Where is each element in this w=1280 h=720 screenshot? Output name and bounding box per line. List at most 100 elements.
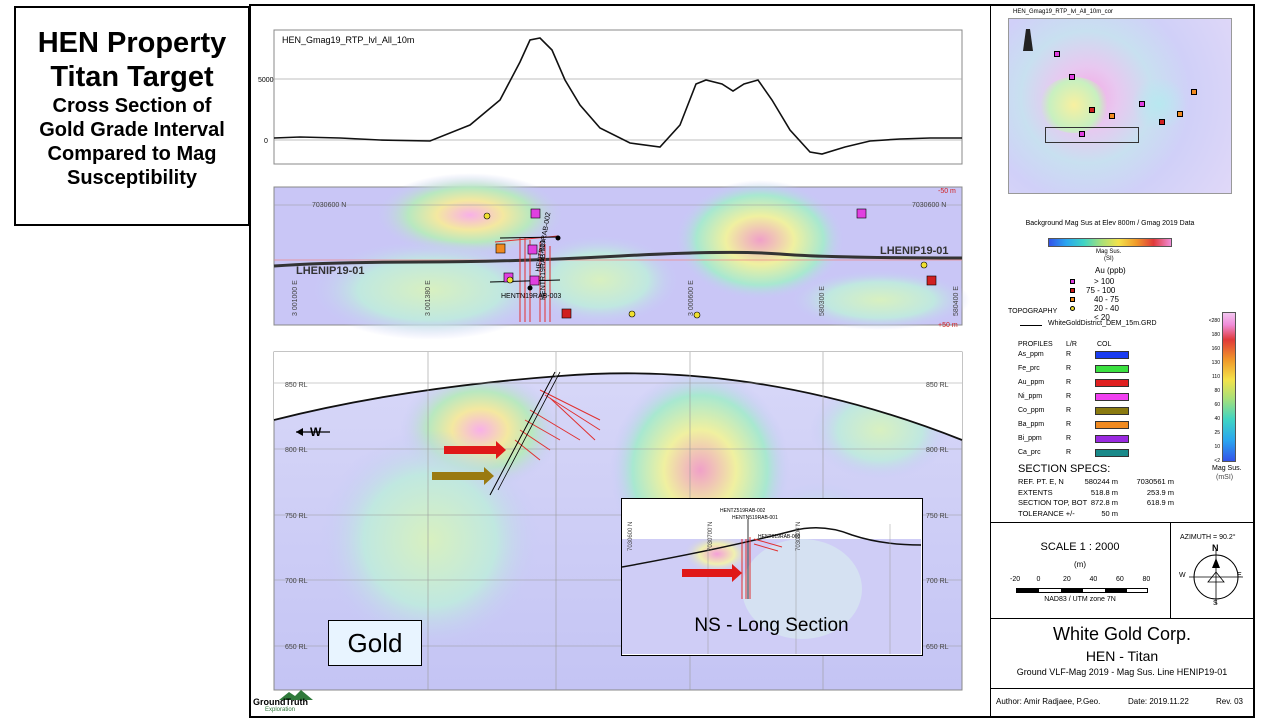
profile-legend-item: Au_ppm R bbox=[1018, 378, 1138, 388]
profile-name: As_ppm bbox=[1018, 351, 1044, 358]
profile-name: Bi_ppm bbox=[1018, 435, 1042, 442]
magnetic-profile-line bbox=[273, 37, 962, 155]
drill-trace bbox=[497, 371, 561, 491]
profiles-lr-header: L/R bbox=[1066, 341, 1077, 348]
au-legend-label: > 100 bbox=[1094, 277, 1115, 286]
west-arrow bbox=[296, 428, 303, 436]
rl-650-right: 650 RL bbox=[926, 644, 949, 651]
profile-legend-item: Fe_prc R bbox=[1018, 364, 1138, 374]
section-location-box bbox=[1045, 127, 1139, 143]
colorbar-tick: 80 bbox=[1214, 388, 1220, 394]
colorbar-tick: <2 bbox=[1214, 458, 1220, 464]
ns-long-section-inset: HENTZ519RAB-002 HENTN519RAB-001 HENT019R… bbox=[621, 498, 923, 656]
spec-value-2: 253.9 m bbox=[1146, 487, 1174, 497]
datum-label: NAD83 / UTM zone 7N bbox=[1044, 596, 1116, 603]
locator-sample bbox=[1177, 111, 1183, 117]
inset-drill-intervals bbox=[741, 537, 783, 599]
locator-sample bbox=[1139, 101, 1145, 107]
au-legend-label: 75 - 100 bbox=[1086, 286, 1116, 295]
profile-lr: R bbox=[1066, 435, 1072, 442]
direction-west-label: W bbox=[310, 425, 322, 439]
inset-hole-label-1: HENTZ519RAB-002 bbox=[720, 508, 766, 514]
profile-color-swatch bbox=[1095, 351, 1129, 359]
rl-700-left: 700 RL bbox=[285, 578, 308, 585]
divider bbox=[1170, 522, 1171, 618]
inset-drawing: HENTZ519RAB-002 HENTN519RAB-001 HENT019R… bbox=[622, 499, 921, 654]
profile-name: Au_ppm bbox=[1018, 379, 1045, 386]
legend-panel bbox=[990, 6, 1253, 716]
profiles-title: PROFILES bbox=[1018, 341, 1053, 348]
profile-name: Ni_ppm bbox=[1018, 393, 1043, 400]
scale-ticks: -20 0 20 40 60 80 bbox=[1010, 576, 1160, 586]
au-sample-marker bbox=[483, 212, 491, 220]
au-legend-swatch bbox=[1070, 297, 1075, 302]
profile-tick-0: 0 bbox=[264, 138, 268, 145]
groundtruth-logo: GroundTruth Exploration bbox=[253, 690, 333, 716]
profile-color-swatch bbox=[1095, 379, 1129, 387]
colorbar-tick: <280 bbox=[1208, 318, 1220, 324]
colorbar-tick: 25 bbox=[1214, 430, 1220, 436]
colorbar-tick: 180 bbox=[1211, 332, 1220, 338]
au-legend-label: < 20 bbox=[1094, 313, 1110, 322]
scale-tick: 0 bbox=[1036, 576, 1041, 583]
plan-northing-right: 7030600 N bbox=[912, 202, 946, 209]
au-legend-swatch bbox=[1070, 306, 1075, 311]
au-sample-marker bbox=[920, 261, 928, 269]
profile-lr: R bbox=[1066, 421, 1072, 428]
title-line-4: Gold Grade Interval bbox=[39, 119, 225, 141]
profile-color-swatch bbox=[1095, 421, 1129, 429]
colorbar-tick: 10 bbox=[1214, 444, 1220, 450]
plan-offset-top: -50 m bbox=[938, 188, 956, 195]
scale-tick: 60 bbox=[1116, 576, 1124, 583]
au-legend-label: 40 - 75 bbox=[1094, 295, 1119, 304]
scale-bar bbox=[1016, 588, 1148, 593]
gold-interval-arrow bbox=[444, 441, 506, 459]
compass-west: W bbox=[1179, 572, 1186, 579]
au-sample-marker bbox=[530, 208, 541, 219]
locator-anomaly bbox=[1039, 77, 1109, 133]
spec-value-1: 50 m bbox=[1101, 508, 1118, 518]
compass-icon bbox=[1189, 550, 1243, 604]
rl-700-right: 700 RL bbox=[926, 578, 949, 585]
locator-sample bbox=[1054, 51, 1060, 57]
author: Author: Amir Radjaee, P.Geo. bbox=[996, 697, 1101, 706]
plan-easting-1: 3 001000 E bbox=[292, 280, 299, 316]
spec-key: TOLERANCE +/- bbox=[1018, 508, 1075, 518]
scale-label: SCALE 1 : 2000 bbox=[1040, 541, 1120, 553]
compass-east: E bbox=[1237, 572, 1242, 579]
spec-value-1: 872.8 m bbox=[1090, 498, 1118, 507]
profile-legend-item: Bi_ppm R bbox=[1018, 434, 1138, 444]
spec-row: REF. PT. E, N 580244 m 7030561 m bbox=[1018, 477, 1188, 487]
inset-topography bbox=[622, 527, 921, 568]
spec-row: SECTION TOP, BOT 872.8 m 618.9 m bbox=[1018, 498, 1188, 508]
title-line-6: Susceptibility bbox=[66, 167, 198, 189]
azimuth-label: AZIMUTH = 90.2° bbox=[1180, 534, 1236, 541]
spec-value-2: 7030561 m bbox=[1136, 477, 1174, 486]
plan-easting-3: 3 000600 E bbox=[688, 280, 695, 316]
title-line-2: Titan Target bbox=[50, 61, 214, 93]
drill-trace bbox=[489, 371, 556, 496]
profile-legend-item: Ba_ppm R bbox=[1018, 420, 1138, 430]
plan-line-label-right: LHENIP19-01 bbox=[880, 245, 948, 257]
inset-northing-1: 7030600 N bbox=[628, 522, 634, 551]
plan-offset-bottom: +50 m bbox=[938, 322, 958, 329]
locator-sample bbox=[1159, 119, 1165, 125]
profile-legend-item: As_ppm R bbox=[1018, 350, 1138, 360]
rl-750-left: 750 RL bbox=[285, 513, 308, 520]
profile-lr: R bbox=[1066, 449, 1072, 456]
profile-lr: R bbox=[1066, 365, 1072, 372]
plan-easting-5: 580400 E bbox=[953, 286, 960, 316]
profile-panel-frame bbox=[273, 29, 963, 165]
locator-sample bbox=[1079, 131, 1085, 137]
colorbar-tick: 130 bbox=[1211, 360, 1220, 366]
au-legend: > 100 75 - 100 40 - 75 20 - 40 < 20 bbox=[1070, 277, 1160, 323]
locator-map-title: HEN_Gmag19_RTP_lvl_All_10m_cor bbox=[1013, 9, 1113, 15]
locator-sample bbox=[1069, 74, 1075, 80]
mag-sus-label: Mag Sus. bbox=[1096, 249, 1122, 255]
gold-label-box: Gold bbox=[328, 620, 422, 666]
cobalt-interval-arrow bbox=[432, 467, 494, 485]
project-name: HEN - Titan bbox=[1085, 648, 1159, 664]
profile-color-swatch bbox=[1095, 393, 1129, 401]
profiles-col-header: COL bbox=[1097, 341, 1112, 348]
inset-title: NS - Long Section bbox=[694, 615, 849, 636]
